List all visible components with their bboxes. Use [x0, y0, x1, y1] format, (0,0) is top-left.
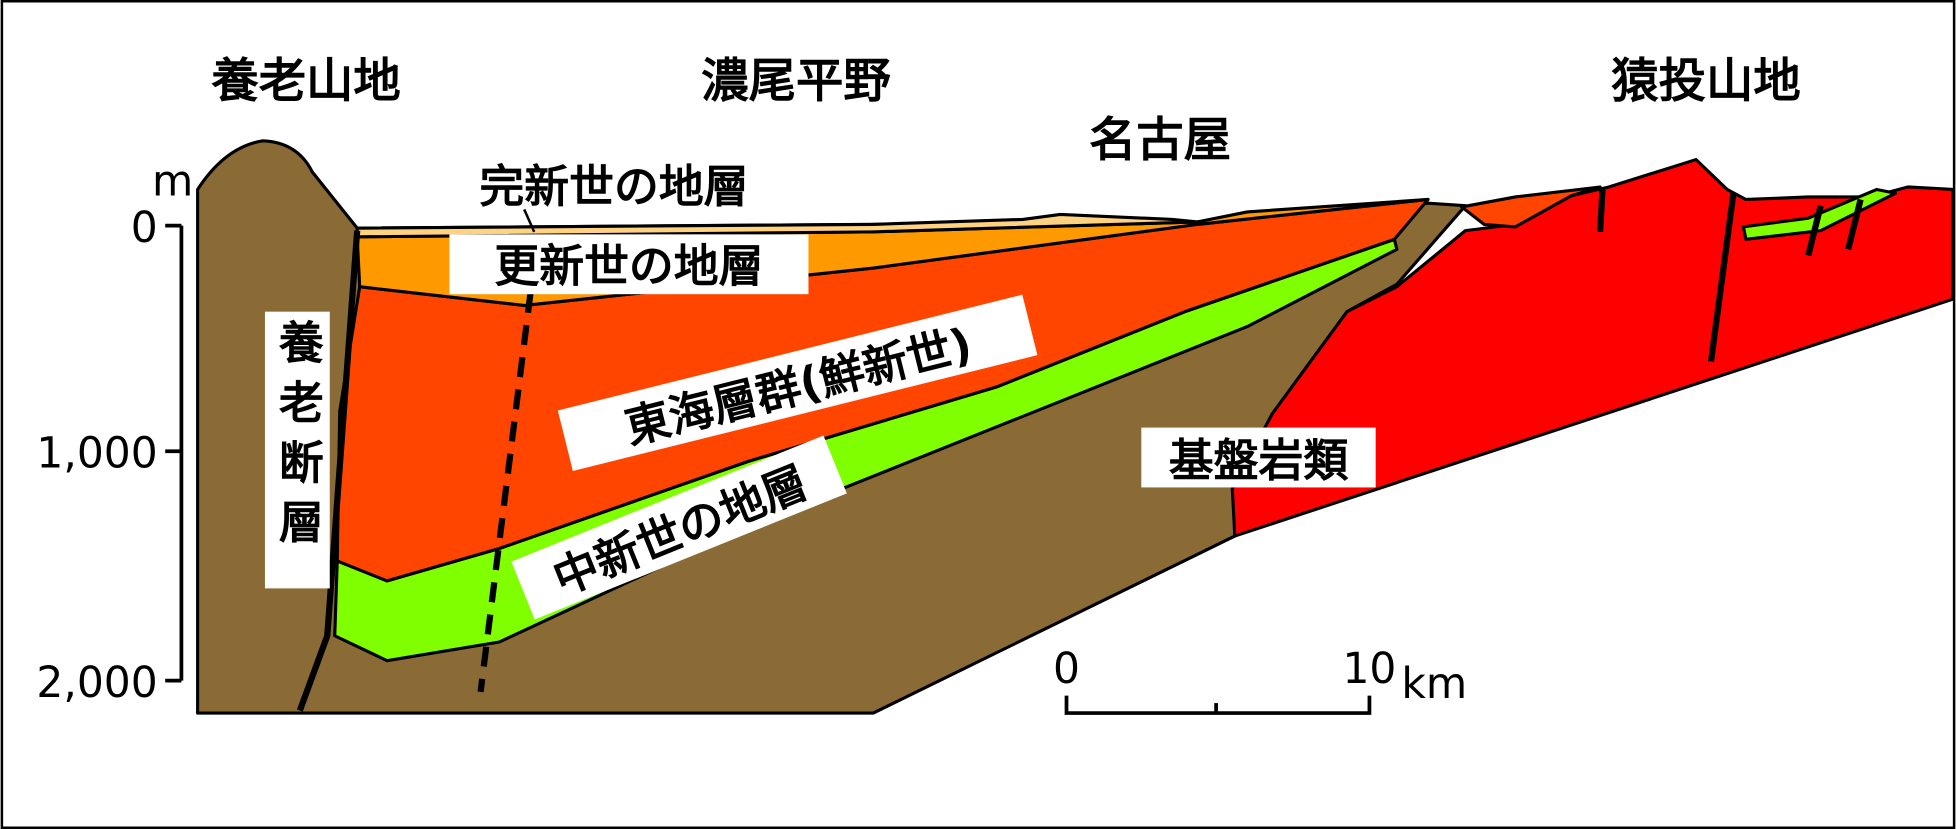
- fault: [1707, 192, 1737, 362]
- layer-label: 基盤岩類: [1169, 434, 1349, 487]
- tick-label: 0: [131, 203, 158, 252]
- scale-label: 10: [1342, 644, 1396, 693]
- buried-fault: [477, 292, 534, 693]
- tick-label: 2,000: [36, 658, 157, 707]
- region-label: 養老山地: [211, 54, 400, 109]
- region-label: 猿投山地: [1611, 54, 1800, 109]
- fault: [1596, 189, 1606, 233]
- region-label: 濃尾平野: [701, 54, 890, 109]
- yoro-fault: [296, 230, 361, 712]
- label-bg: [557, 294, 1038, 471]
- region-label: 名古屋: [1089, 113, 1231, 168]
- axis-unit: m: [152, 157, 193, 206]
- label-bg: [511, 435, 847, 620]
- fault-label: 養老断層: [271, 319, 324, 558]
- scale-unit: km: [1401, 659, 1467, 708]
- layer-label: 完新世の地層: [479, 160, 748, 213]
- scale-label: 0: [1053, 644, 1080, 693]
- label-bg: [264, 311, 330, 589]
- fault: [1845, 198, 1864, 251]
- label-bg: [449, 234, 809, 295]
- fault: [1805, 204, 1824, 257]
- basement-red: [1230, 158, 1955, 538]
- label-bg: [1141, 427, 1376, 488]
- layer-label: 更新世の地層: [494, 240, 763, 293]
- leader: [523, 208, 536, 233]
- red-orange-patch: [1460, 185, 1602, 229]
- tick-label: 1,000: [36, 428, 157, 477]
